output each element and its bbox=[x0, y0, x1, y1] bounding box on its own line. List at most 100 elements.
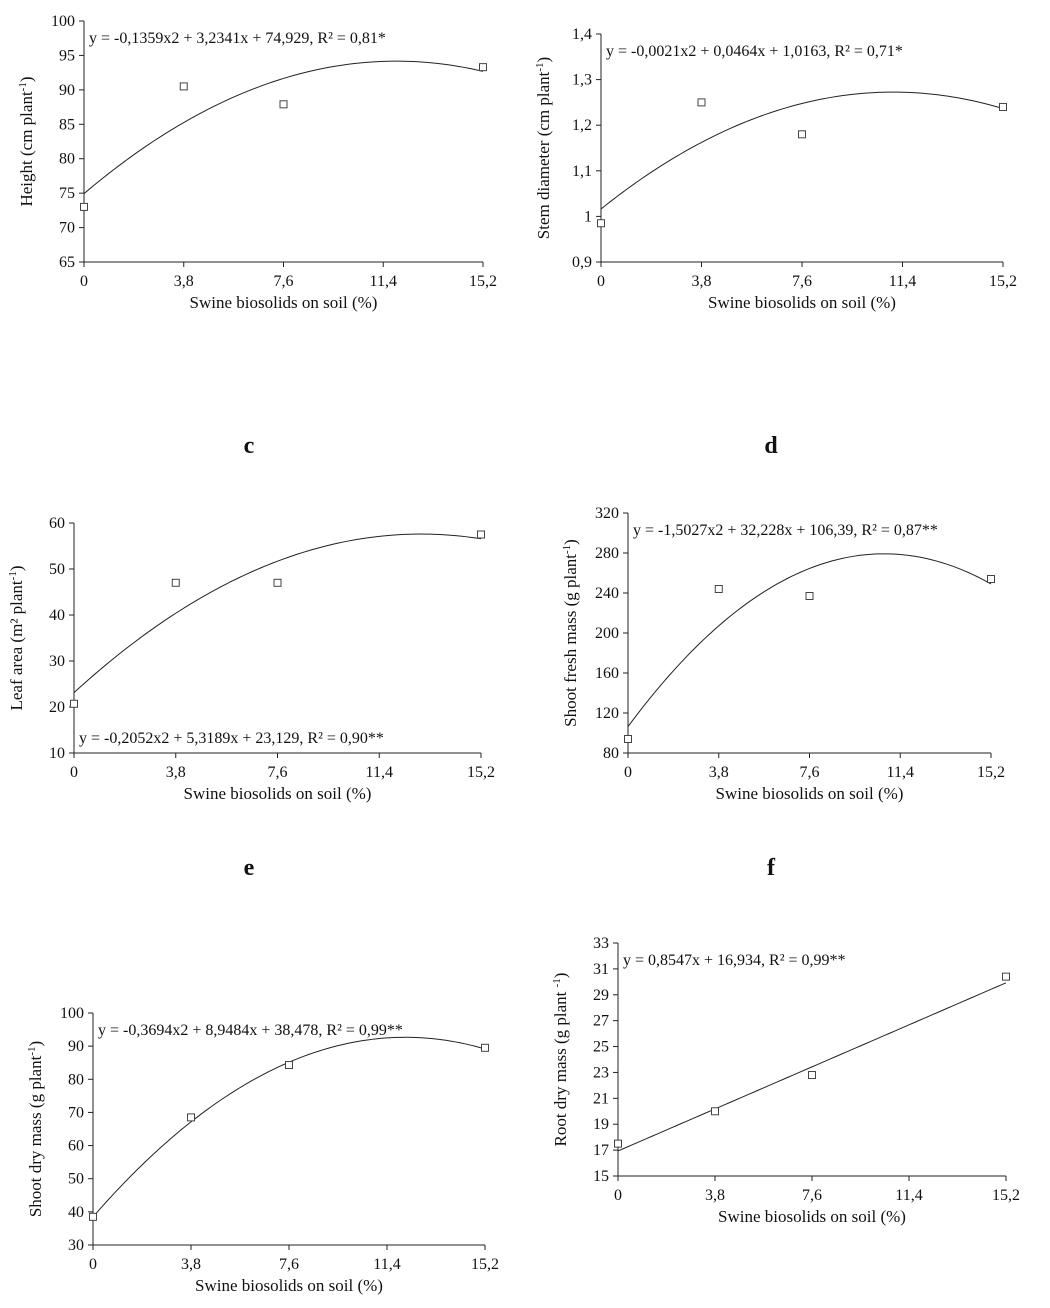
y-tick-label: 280 bbox=[595, 545, 619, 562]
chart-panel-5: 0 3,8 7,6 11,4 15,2 30 40 50 60 70 80 90 100 Swine bi… bbox=[26, 1005, 499, 1295]
y-tick-label: 70 bbox=[59, 220, 75, 237]
x-tick-label: 0 bbox=[70, 764, 78, 781]
data-point bbox=[999, 102, 1007, 111]
x-tick-label: 11,4 bbox=[895, 1187, 922, 1204]
y-tick-label: 0,9 bbox=[572, 254, 592, 271]
fitted-curve bbox=[73, 533, 482, 693]
panel-letter-f: f bbox=[767, 855, 776, 881]
y-axis-title: Height (cm plant-1) bbox=[17, 76, 36, 206]
data-point bbox=[481, 1043, 489, 1052]
x-tick-label: 11,4 bbox=[370, 273, 397, 290]
regression-equation: y = -0,0021x2 + 0,0464x + 1,0163, R² = 0… bbox=[606, 43, 903, 60]
y-tick-label: 17 bbox=[593, 1142, 609, 1159]
x-tick-label: 15,2 bbox=[992, 1187, 1020, 1204]
data-point bbox=[479, 63, 487, 72]
y-tick-label: 1,3 bbox=[572, 72, 592, 89]
regression-equation: y = -1,5027x2 + 32,228x + 106,39, R² = 0… bbox=[633, 522, 938, 539]
x-axis-title: Swine biosolids on soil (%) bbox=[195, 1276, 383, 1295]
y-axis-title: Shoot dry mass (g plant-1) bbox=[26, 1041, 45, 1217]
y-tick-label: 50 bbox=[49, 561, 65, 578]
data-point bbox=[987, 575, 995, 583]
x-tick-label: 0 bbox=[624, 764, 632, 781]
y-tick-label: 15 bbox=[593, 1168, 609, 1185]
x-tick-label: 15,2 bbox=[989, 273, 1017, 290]
y-tick-label: 75 bbox=[59, 185, 75, 202]
fitted-curve bbox=[600, 91, 1004, 210]
data-point bbox=[171, 578, 180, 587]
y-tick-label: 20 bbox=[49, 699, 65, 716]
chart-panel-1: 0 3,8 7,6 11,4 15,2 65 70 75 80 85 90 95 100 Swine bi… bbox=[17, 13, 497, 312]
y-tick-label: 60 bbox=[49, 515, 65, 532]
y-tick-label: 40 bbox=[49, 607, 65, 624]
x-axis-title: Swine biosolids on soil (%) bbox=[190, 293, 378, 312]
x-tick-label: 7,6 bbox=[800, 764, 820, 781]
y-tick-label: 85 bbox=[59, 116, 75, 133]
x-tick-label: 11,4 bbox=[366, 764, 393, 781]
data-point bbox=[711, 1107, 719, 1116]
y-tick-label: 30 bbox=[49, 653, 65, 670]
y-tick-label: 30 bbox=[68, 1237, 84, 1254]
y-tick-label: 70 bbox=[68, 1104, 84, 1121]
y-tick-label: 33 bbox=[593, 935, 609, 952]
chart-panel-6: 0 3,8 7,6 11,4 15,2 15 17 19 21 23 25 27 29 31 33 Swine… bbox=[551, 935, 1020, 1226]
x-tick-label: 7,6 bbox=[802, 1187, 822, 1204]
y-tick-label: 29 bbox=[593, 987, 609, 1004]
y-tick-label: 27 bbox=[593, 1013, 609, 1030]
data-point bbox=[187, 1113, 195, 1122]
x-tick-label: 0 bbox=[614, 1187, 622, 1204]
x-tick-label: 11,4 bbox=[887, 764, 914, 781]
regression-equation: y = -0,2052x2 + 5,3189x + 23,129, R² = 0… bbox=[79, 730, 384, 747]
y-tick-label: 1,2 bbox=[572, 117, 592, 134]
y-tick-label: 320 bbox=[595, 505, 619, 522]
x-tick-label: 15,2 bbox=[467, 764, 495, 781]
x-tick-label: 3,8 bbox=[709, 764, 729, 781]
y-axis-title: Leaf area (m² plant-1) bbox=[7, 566, 26, 711]
y-tick-label: 90 bbox=[59, 82, 75, 99]
chart-panel-4: 0 3,8 7,6 11,4 15,2 80 120 160 200 240 280 320 Swine… bbox=[561, 505, 1005, 803]
data-point bbox=[624, 735, 632, 743]
data-point bbox=[279, 100, 288, 109]
data-point bbox=[89, 1212, 97, 1221]
y-tick-label: 31 bbox=[593, 961, 609, 978]
chart-panel-2: 0 3,8 7,6 11,4 15,2 0,9 1 1,1 1,2 1,3 1,4 Swine bio… bbox=[534, 26, 1017, 312]
fitted-curve bbox=[627, 553, 992, 727]
data-point bbox=[1002, 972, 1010, 981]
x-tick-label: 7,6 bbox=[274, 273, 294, 290]
y-tick-label: 200 bbox=[595, 625, 619, 642]
data-point bbox=[597, 219, 605, 228]
chart-panel-3: 0 3,8 7,6 11,4 15,2 10 20 30 40 50 60 Swine biosoli… bbox=[7, 515, 495, 803]
y-tick-label: 100 bbox=[60, 1005, 84, 1022]
y-tick-label: 50 bbox=[68, 1171, 84, 1188]
y-tick-label: 40 bbox=[68, 1204, 84, 1221]
x-tick-label: 3,8 bbox=[174, 273, 194, 290]
data-point bbox=[808, 1071, 816, 1080]
x-tick-label: 3,8 bbox=[181, 1256, 201, 1273]
y-tick-label: 19 bbox=[593, 1116, 609, 1133]
y-tick-label: 1,1 bbox=[572, 163, 592, 180]
y-tick-label: 80 bbox=[68, 1071, 84, 1088]
y-tick-label: 80 bbox=[603, 745, 619, 762]
data-point bbox=[70, 699, 78, 708]
x-axis-title: Swine biosolids on soil (%) bbox=[718, 1207, 906, 1226]
x-tick-label: 15,2 bbox=[977, 764, 1005, 781]
data-point bbox=[697, 98, 706, 107]
x-tick-label: 11,4 bbox=[889, 273, 916, 290]
y-tick-label: 21 bbox=[593, 1090, 609, 1107]
x-axis-title: Swine biosolids on soil (%) bbox=[184, 784, 372, 803]
x-tick-label: 11,4 bbox=[373, 1256, 400, 1273]
y-tick-label: 240 bbox=[595, 585, 619, 602]
y-tick-label: 65 bbox=[59, 254, 75, 271]
fitted-curve bbox=[617, 982, 1007, 1152]
y-tick-label: 10 bbox=[49, 745, 65, 762]
x-axis-title: Swine biosolids on soil (%) bbox=[708, 293, 896, 312]
y-axis-title: Shoot fresh mass (g plant-1) bbox=[561, 539, 580, 727]
x-tick-label: 3,8 bbox=[692, 273, 712, 290]
y-tick-label: 25 bbox=[593, 1039, 609, 1056]
x-tick-label: 3,8 bbox=[166, 764, 186, 781]
y-tick-label: 23 bbox=[593, 1064, 609, 1081]
data-point bbox=[798, 130, 806, 139]
fitted-curve bbox=[83, 60, 484, 195]
x-axis-title: Swine biosolids on soil (%) bbox=[716, 784, 904, 803]
x-tick-label: 7,6 bbox=[268, 764, 288, 781]
